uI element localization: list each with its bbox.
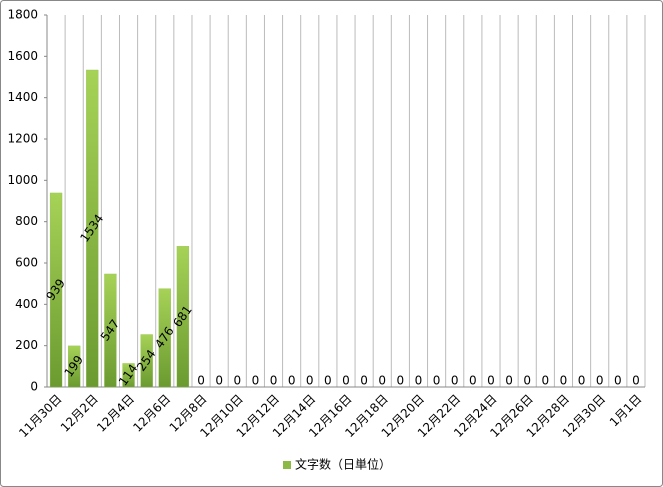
y-tick-label: 1200 <box>7 132 38 146</box>
bar <box>68 345 81 388</box>
data-label: 0 <box>288 374 296 388</box>
data-label: 0 <box>469 374 477 388</box>
y-tick-label: 1000 <box>7 173 38 187</box>
data-label: 0 <box>252 374 260 388</box>
y-tick-label: 200 <box>15 338 38 352</box>
data-label: 0 <box>197 374 205 388</box>
data-label: 0 <box>433 374 441 388</box>
data-label: 0 <box>614 374 622 388</box>
bar <box>140 334 153 388</box>
data-label: 0 <box>505 374 513 388</box>
data-label: 0 <box>451 374 459 388</box>
legend-swatch <box>283 461 291 469</box>
data-label: 0 <box>487 374 495 388</box>
y-tick-label: 0 <box>30 380 38 394</box>
data-label: 0 <box>415 374 423 388</box>
bar <box>86 69 99 388</box>
data-label: 0 <box>578 374 586 388</box>
y-tick-label: 400 <box>15 297 38 311</box>
data-label: 0 <box>397 374 405 388</box>
data-label: 0 <box>270 374 278 388</box>
bar <box>49 192 63 388</box>
data-label: 0 <box>342 374 350 388</box>
bar <box>104 273 117 388</box>
y-tick-label: 1600 <box>7 49 38 63</box>
data-label: 0 <box>215 374 223 388</box>
bar <box>176 246 190 388</box>
legend-label: 文字数（日単位） <box>295 457 391 472</box>
data-label: 0 <box>233 374 241 388</box>
bar <box>122 363 135 388</box>
data-label: 0 <box>542 374 550 388</box>
y-tick-label: 800 <box>15 214 38 228</box>
data-label: 0 <box>378 374 386 388</box>
data-label: 0 <box>596 374 604 388</box>
data-label: 0 <box>306 374 314 388</box>
y-tick-label: 1400 <box>7 90 38 104</box>
data-label: 0 <box>523 374 531 388</box>
y-tick-label: 600 <box>15 256 38 270</box>
data-label: 0 <box>632 374 640 388</box>
y-tick-label: 1800 <box>7 8 38 22</box>
bar <box>158 288 171 388</box>
data-label: 0 <box>360 374 368 388</box>
data-label: 0 <box>560 374 568 388</box>
data-label: 0 <box>324 374 332 388</box>
